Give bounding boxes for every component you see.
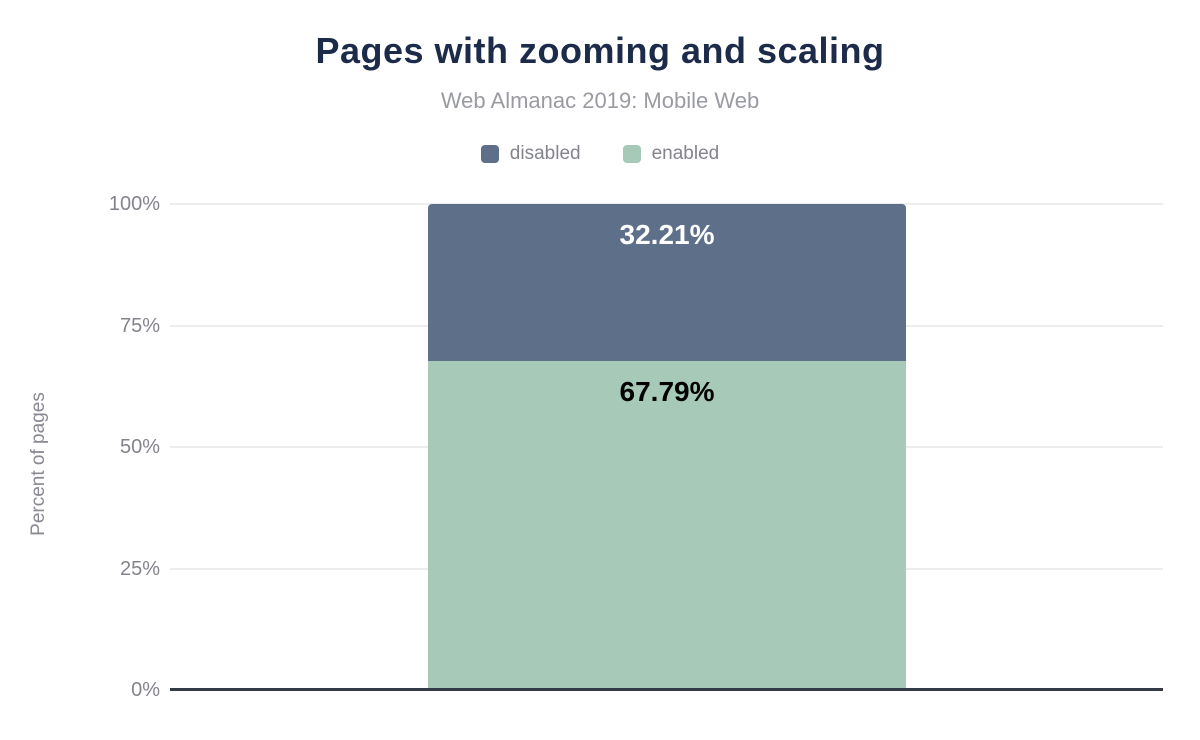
legend-item-disabled[interactable]: disabled: [480, 143, 581, 165]
chart-title: Pages with zooming and scaling: [315, 30, 885, 71]
x-axis-baseline: [170, 688, 1163, 691]
y-tick-100: 100%: [108, 193, 160, 215]
stacked-bar: 32.21% 67.79%: [428, 204, 906, 690]
legend-item-enabled[interactable]: enabled: [622, 143, 720, 165]
legend-swatch-disabled: [480, 145, 499, 163]
legend-swatch-enabled: [622, 145, 641, 163]
legend-label-disabled: disabled: [509, 143, 581, 164]
bar-segment-enabled[interactable]: 67.79%: [428, 360, 906, 690]
legend: disabled enabled: [0, 143, 1200, 165]
y-axis-ticks: 0% 25% 50% 75% 100%: [55, 194, 160, 700]
chart-subtitle: Web Almanac 2019: Mobile Web: [440, 88, 760, 113]
y-axis-title: Percent of pages: [28, 392, 49, 536]
y-tick-25: 25%: [119, 557, 160, 580]
y-tick-0: 0%: [131, 679, 160, 701]
plot-area: 32.21% 67.79%: [170, 203, 1163, 691]
bar-value-label-disabled: 32.21%: [619, 219, 715, 250]
y-tick-50: 50%: [119, 436, 160, 458]
legend-label-enabled: enabled: [651, 143, 720, 164]
bar-segment-disabled[interactable]: 32.21%: [428, 204, 906, 361]
y-tick-75: 75%: [119, 314, 160, 337]
bar-value-label-enabled: 67.79%: [619, 375, 715, 407]
